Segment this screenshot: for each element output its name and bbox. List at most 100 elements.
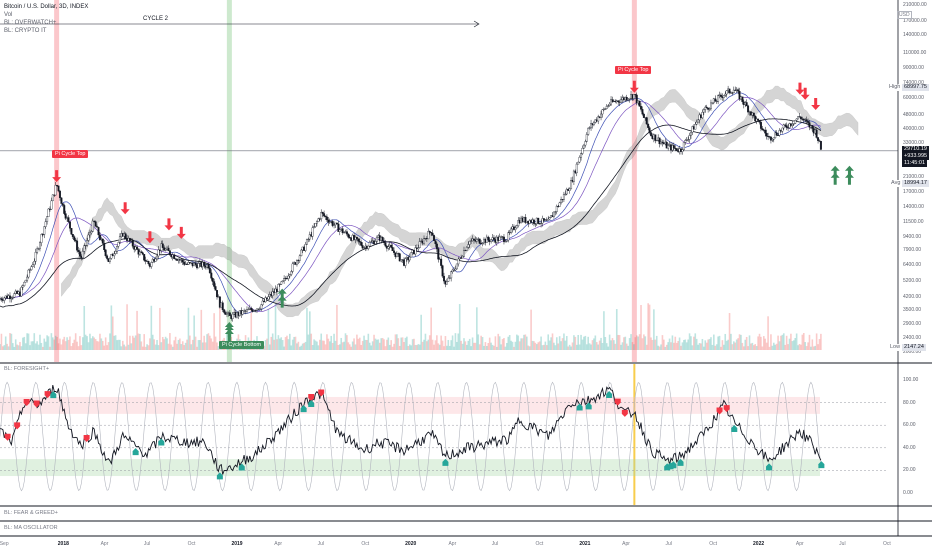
ma-oscillator-pane-label[interactable]: BL: MA OSCILLATOR xyxy=(4,525,58,531)
candle-body xyxy=(154,258,157,262)
volume-bar xyxy=(523,334,525,350)
volume-bar xyxy=(156,339,158,350)
candle-body xyxy=(815,129,818,138)
price-tick-label: 4200.00 xyxy=(903,293,922,300)
volume-bar xyxy=(264,340,267,350)
candle-body xyxy=(701,112,704,118)
candle-body xyxy=(0,298,3,300)
candle-body xyxy=(778,130,781,136)
volume-bar xyxy=(693,336,695,350)
volume-bar xyxy=(721,340,724,350)
buy-arrow xyxy=(830,172,840,185)
volume-bar xyxy=(36,341,38,350)
volume-bar xyxy=(77,346,80,350)
volume-bar xyxy=(781,334,784,350)
candle-body xyxy=(704,106,707,110)
volume-bar xyxy=(170,344,173,350)
candle-body xyxy=(27,269,30,278)
overwatch-legend[interactable]: BL: OVERWATCH+ xyxy=(4,20,57,26)
candle-body xyxy=(430,232,433,234)
price-tick-label: 7900.00 xyxy=(903,246,922,253)
osc-sell-marker xyxy=(44,391,51,399)
volume-bar xyxy=(200,309,203,350)
candle-body xyxy=(101,238,104,244)
candle-body xyxy=(517,220,520,227)
osc-buy-marker xyxy=(585,402,592,410)
candle-body xyxy=(21,285,24,288)
candle-body xyxy=(722,95,725,98)
foresight-pane-label[interactable]: BL: FORESIGHT+ xyxy=(4,366,50,372)
candle-body xyxy=(290,271,293,275)
volume-bar xyxy=(90,338,93,350)
volume-bar xyxy=(567,346,570,350)
volume-bar xyxy=(184,342,187,350)
volume-bar xyxy=(698,343,701,350)
volume-bar xyxy=(167,343,170,350)
candle-body xyxy=(555,206,558,212)
volume-bar xyxy=(407,345,410,350)
candle-body xyxy=(136,246,139,250)
candle-body xyxy=(47,208,50,217)
last-price: 29710.19 xyxy=(902,146,929,153)
volume-legend: Vol xyxy=(4,12,13,18)
volume-bar xyxy=(818,339,821,350)
volume-bar xyxy=(159,307,161,350)
volume-bar xyxy=(534,342,537,350)
crypto-legend[interactable]: BL: CRYPTO IT xyxy=(4,28,47,34)
volume-bar xyxy=(119,339,121,350)
volume-bar xyxy=(760,336,762,350)
volume-bar xyxy=(410,345,412,350)
volume-bar xyxy=(661,335,664,350)
volume-bar xyxy=(307,334,310,350)
candle-body xyxy=(374,241,377,245)
osc-sell-marker xyxy=(83,435,90,443)
fear-greed-pane-label[interactable]: BL: FEAR & GREED+ xyxy=(4,510,58,516)
currency-badge[interactable]: USD xyxy=(897,11,912,19)
volume-bar xyxy=(448,345,451,350)
candle-body xyxy=(697,119,700,123)
candle-body xyxy=(140,251,143,253)
volume-bar xyxy=(664,346,667,350)
candle-body xyxy=(423,238,425,244)
avg-label: Avg xyxy=(889,180,903,187)
candle-body xyxy=(264,297,267,303)
time-tick-label: 2021 xyxy=(579,541,591,547)
candle-body xyxy=(208,267,211,274)
last-change: +933.995 xyxy=(902,153,930,160)
candle-body xyxy=(315,221,318,224)
volume-bar xyxy=(658,346,661,350)
candle-body xyxy=(759,121,762,129)
volume-bar xyxy=(665,344,668,350)
volume-bar xyxy=(176,343,178,350)
candle-body xyxy=(11,297,14,299)
candle-body xyxy=(461,256,464,259)
volume-bar xyxy=(16,344,18,350)
cycle-range-arrowhead xyxy=(473,20,480,28)
volume-bar xyxy=(127,344,130,350)
volume-bar xyxy=(737,338,739,350)
candle-body xyxy=(86,240,89,246)
candle-body xyxy=(335,222,338,225)
volume-bar xyxy=(550,337,552,350)
candle-body xyxy=(478,238,481,244)
volume-bar xyxy=(400,337,402,350)
volume-bar xyxy=(714,345,717,350)
candle-body xyxy=(794,120,797,124)
volume-bar xyxy=(291,339,294,350)
low-value: 2147.24 xyxy=(902,344,926,351)
volume-bar xyxy=(478,344,481,350)
volume-bar xyxy=(767,316,769,350)
candle-body xyxy=(41,234,44,236)
osc-sell-marker xyxy=(318,389,325,397)
candle-body xyxy=(464,250,467,252)
candle-body xyxy=(428,230,431,233)
moving-averages xyxy=(0,92,822,315)
volume-bar xyxy=(553,342,555,350)
candle-body xyxy=(307,238,310,240)
candle-body xyxy=(410,252,413,258)
candle-body xyxy=(532,219,535,224)
buy-arrow xyxy=(277,295,287,308)
volume-bar xyxy=(173,340,175,350)
